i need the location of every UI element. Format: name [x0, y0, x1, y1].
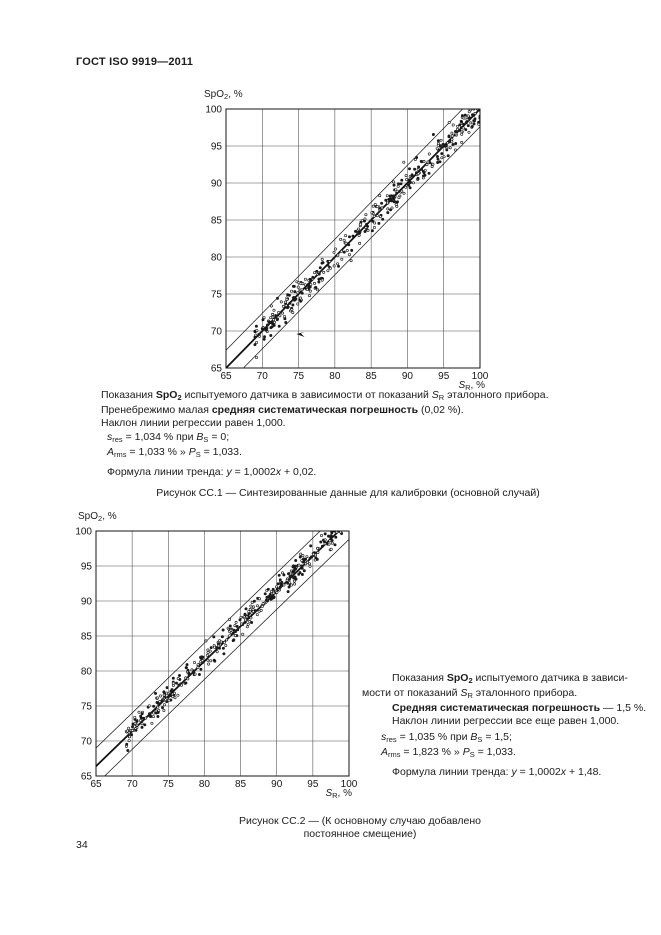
svg-text:90: 90 — [211, 179, 223, 190]
x-axis-label: SR, % — [458, 380, 485, 392]
svg-text:75: 75 — [293, 371, 305, 382]
svg-text:85: 85 — [81, 632, 93, 643]
scatter-points — [124, 531, 344, 752]
upper-envelope — [96, 531, 321, 749]
svg-text:65: 65 — [211, 364, 223, 375]
description-line: Средняя систематическая погрешность — 1,… — [392, 702, 647, 714]
scatter-plot-cc1: 65 70 75 80 85 90 95 100 65 70 75 80 85 90 95 100 — [205, 105, 488, 383]
svg-text:100: 100 — [472, 371, 489, 382]
svg-text:80: 80 — [329, 371, 341, 382]
description-line: Пренебрежимо малая средняя систематическ… — [101, 404, 464, 416]
svg-text:85: 85 — [366, 371, 378, 382]
description-line: Показания SpO2 испытуемого датчика в зав… — [101, 389, 549, 402]
formula-line: Arms = 1,033 % » PS = 1,033. — [107, 446, 242, 459]
page-number: 34 — [76, 839, 88, 851]
svg-text:75: 75 — [163, 779, 175, 790]
formula-line: sres = 1,035 % при BS = 1,5; — [381, 731, 512, 744]
svg-text:80: 80 — [199, 779, 211, 790]
y-axis-label: SpO2, % — [78, 511, 117, 523]
plot-border — [225, 108, 481, 369]
svg-text:95: 95 — [211, 142, 223, 153]
description-line: Показания SpO2 испытуемого датчика в зав… — [392, 672, 628, 685]
trend-formula-line: Формула линии тренда: y = 1,0002x + 1,48… — [392, 766, 602, 778]
y-axis-label: SpO2, % — [204, 89, 243, 101]
svg-text:65: 65 — [81, 772, 93, 783]
plot-content — [96, 531, 349, 776]
svg-text:95: 95 — [81, 562, 93, 573]
svg-text:75: 75 — [211, 290, 223, 301]
arrow-marker — [296, 331, 305, 337]
figure-cc2-description: Показания SpO2 испытуемого датчика в зав… — [362, 672, 647, 779]
svg-text:95: 95 — [307, 779, 319, 790]
plot-border — [95, 530, 350, 777]
plot-content — [226, 109, 480, 368]
tick-labels: 65 70 75 80 85 90 95 100 65 70 75 80 85 90 95 100 — [75, 527, 357, 791]
figure-cc1-chart: SpO2, % 65 70 75 80 85 90 95 100 65 70 75 80 85 90 95 1… — [202, 89, 502, 396]
svg-text:95: 95 — [438, 371, 450, 382]
document-header: ГОСТ ISO 9919—2011 — [76, 56, 194, 68]
figure-cc2-caption-line2: постоянное смещение) — [303, 828, 417, 840]
lower-envelope — [104, 538, 349, 776]
description-line: мости от показаний SR эталонного прибора… — [362, 687, 578, 700]
svg-text:70: 70 — [257, 371, 269, 382]
figure-cc2-chart: SpO2, % 65 70 75 80 85 90 95 100 65 70 75 80 85 90 95 1… — [74, 511, 374, 811]
formula-line: sres = 1,034 % при BS = 0; — [107, 431, 230, 444]
svg-text:70: 70 — [81, 737, 93, 748]
figure-cc2-caption-line1: Рисунок СС.2 — (К основному случаю добав… — [238, 815, 481, 827]
scatter-points — [253, 109, 480, 359]
formula-line: Arms = 1,823 % » PS = 1,033. — [381, 746, 516, 759]
svg-text:100: 100 — [205, 105, 222, 116]
svg-text:90: 90 — [81, 597, 93, 608]
svg-text:90: 90 — [402, 371, 414, 382]
svg-text:80: 80 — [211, 253, 223, 264]
regression-line — [96, 531, 341, 768]
svg-text:80: 80 — [81, 667, 93, 678]
svg-text:65: 65 — [220, 371, 232, 382]
svg-text:70: 70 — [127, 779, 139, 790]
regression-line — [226, 109, 480, 368]
tick-labels: 65 70 75 80 85 90 95 100 65 70 75 80 85 90 95 100 — [205, 105, 488, 383]
upper-envelope — [226, 109, 464, 351]
svg-text:70: 70 — [211, 327, 223, 338]
description-line: Наклон линии регрессии равен 1,000. — [101, 417, 286, 429]
x-axis-label: SR, % — [325, 788, 352, 800]
trend-formula-line: Формула линии тренда: y = 1,0002x + 0,02… — [107, 466, 317, 478]
figure-cc1-description: Показания SpO2 испытуемого датчика в зав… — [101, 389, 601, 479]
lower-envelope — [242, 126, 480, 368]
svg-text:90: 90 — [271, 779, 283, 790]
svg-text:85: 85 — [235, 779, 247, 790]
figure-cc2-caption: Рисунок СС.2 — (К основному случаю добав… — [130, 815, 590, 841]
description-line: Наклон линии регрессии все еще равен 1,0… — [392, 715, 620, 727]
figure-cc1-caption: Рисунок СС.1 — Синтезированные данные дл… — [156, 487, 540, 499]
svg-text:100: 100 — [341, 779, 358, 790]
svg-text:100: 100 — [75, 527, 92, 538]
scatter-plot-cc2: 65 70 75 80 85 90 95 100 65 70 75 80 85 90 95 100 — [75, 527, 357, 791]
svg-text:85: 85 — [211, 216, 223, 227]
svg-text:75: 75 — [81, 702, 93, 713]
svg-text:65: 65 — [90, 779, 102, 790]
